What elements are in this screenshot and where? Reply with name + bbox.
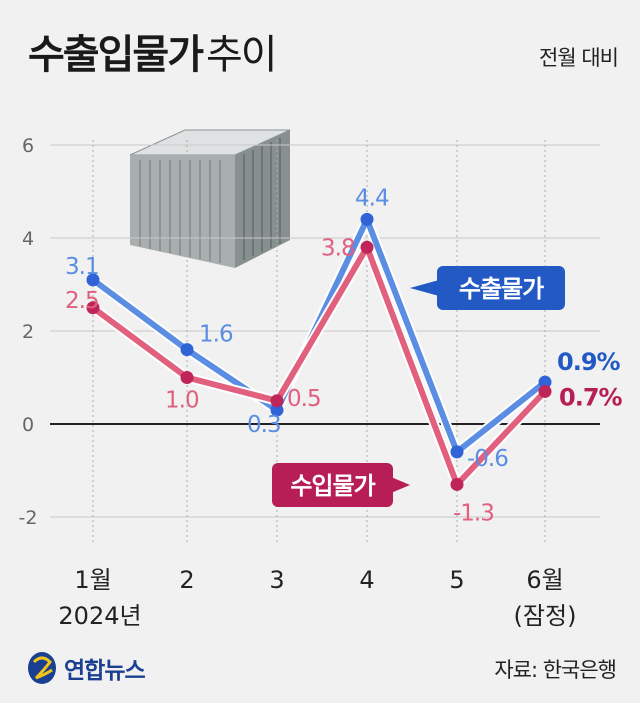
y-tick-label: 2 (22, 321, 34, 343)
export-point (360, 212, 374, 226)
x-tick-label: 1월 (74, 566, 111, 594)
export-data-label: 0.9% (557, 348, 621, 376)
container-illustration (129, 129, 291, 268)
export-point (538, 375, 552, 389)
y-tick-label: 0 (22, 414, 34, 436)
export-data-label: 4.4 (355, 185, 389, 211)
import-point (180, 371, 194, 384)
x-tick-label: 6월 (526, 566, 563, 594)
export-point (450, 445, 464, 459)
import-data-label: -1.3 (453, 500, 494, 526)
export-data-label: -0.6 (467, 446, 508, 472)
unit-label: 전월 대비 (539, 46, 619, 70)
y-tick-label: 4 (22, 228, 34, 250)
import-point (270, 394, 284, 408)
import-data-label: 0.5 (287, 386, 321, 412)
logo-text: 연합뉴스 (64, 658, 146, 684)
x-tick-label: 4 (359, 566, 374, 594)
export-point (86, 273, 100, 287)
chart-title: 수출입물가 (28, 32, 204, 78)
yonhap-logo-icon (28, 652, 56, 684)
import-data-label: 0.7% (559, 383, 623, 411)
export-data-label: 0.3 (247, 412, 281, 438)
export-point (270, 403, 284, 417)
import-price-line (91, 244, 548, 488)
x-tick-label: 5 (449, 566, 464, 594)
import-point (538, 384, 552, 398)
export-data-label: 3.1 (65, 254, 99, 280)
logo: 연합뉴스 (26, 650, 146, 686)
import-series-label-text: 수입물가 (290, 472, 375, 500)
import-data-label: 3.8 (321, 235, 355, 261)
x-tick-label: 2 (179, 566, 194, 594)
chart-title-suffix: 추이 (206, 32, 278, 78)
import-data-label: 2.5 (65, 288, 99, 314)
import-data-label: 1.0 (165, 388, 199, 414)
y-tick-label: 6 (22, 135, 34, 157)
x-tick-sublabel: 2024년 (58, 602, 141, 630)
import-point (360, 240, 374, 254)
source-label: 자료: 한국은행 (494, 658, 617, 682)
import-point (450, 477, 464, 491)
line-chart: -2 0 2 4 6 1월 2024년 2 3 4 5 6월 (잠정) 3.1 1.6 0.3 4.4 -0.6… (19, 129, 624, 630)
export-data-label: 1.6 (199, 322, 233, 348)
x-tick-sublabel: (잠정) (514, 602, 577, 630)
x-tick-label: 3 (269, 566, 284, 594)
export-point (180, 343, 194, 357)
export-series-label: 수출물가 (410, 266, 565, 310)
export-series-label-text: 수출물가 (459, 275, 544, 303)
import-point (86, 301, 100, 315)
y-tick-label: -2 (19, 507, 38, 529)
import-series-label: 수입물가 (272, 463, 410, 507)
